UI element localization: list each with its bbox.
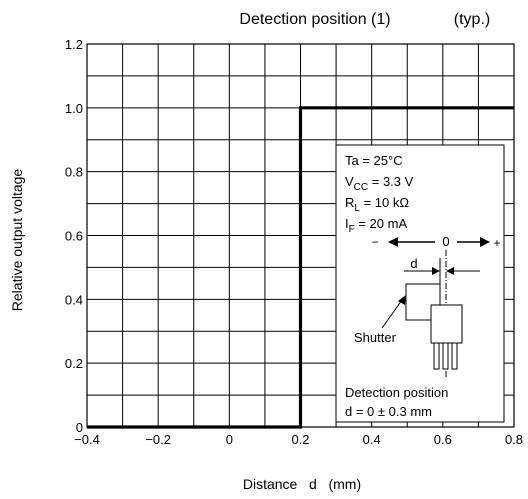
sensor-lead-mid	[442, 342, 449, 370]
x-tick-label: −0.2	[145, 432, 171, 447]
right-arrow-head	[480, 237, 490, 247]
x-tick-label: 0	[226, 432, 233, 447]
d-arrow-left	[432, 267, 440, 275]
y-tick-label: 0.8	[65, 165, 83, 180]
series-line	[87, 106, 514, 429]
ticks: −0.4 −0.2 0 0.2 0.4 0.6 0.8 0 0.2 0.4 0.6 0.8 1.0 1.2	[65, 37, 523, 447]
sensor-lead-right	[451, 342, 458, 370]
minus-sign: −	[371, 235, 378, 249]
condition-if: IF = 20 mA	[345, 216, 407, 235]
y-tick-label: 1.2	[65, 37, 83, 52]
detection-note-line1: Detection position	[345, 385, 448, 400]
shutter-pointer	[381, 299, 403, 329]
zero-label: 0	[442, 234, 449, 249]
d-label: d	[410, 256, 417, 271]
shutter-label: Shutter	[354, 330, 397, 345]
shutter-sketch: Shutter	[354, 283, 463, 370]
condition-rl: RL = 10 kΩ	[345, 195, 409, 214]
y-tick-label: 0.6	[65, 229, 83, 244]
chart-title: Detection position (1)	[239, 11, 390, 28]
y-axis-label: Relative output voltage	[9, 169, 25, 312]
x-tick-label: −0.4	[74, 432, 100, 447]
y-tick-label: 0	[76, 420, 83, 435]
x-tick-label: 0.6	[434, 432, 452, 447]
y-tick-label: 0.2	[65, 356, 83, 371]
y-tick-label: 1.0	[65, 101, 83, 116]
shutter-pointer-head	[398, 295, 406, 305]
x-tick-label: 0.4	[363, 432, 381, 447]
d-arrow-right	[446, 267, 454, 275]
left-arrow-head	[388, 237, 398, 247]
plus-sign: +	[493, 236, 500, 250]
x-tick-label: 0.8	[505, 432, 523, 447]
direction-indicator: − 0 +	[371, 234, 500, 250]
chart-title-note: (typ.)	[454, 11, 490, 28]
series	[87, 106, 514, 429]
y-tick-label: 0.4	[65, 292, 83, 307]
detection-note-line2: d = 0 ± 0.3 mm	[345, 404, 432, 419]
x-tick-label: 0.2	[291, 432, 309, 447]
sensor-body	[430, 304, 463, 344]
x-axis-label: Distance d (mm)	[243, 476, 361, 492]
condition-ta: Ta = 25°C	[345, 153, 403, 168]
sensor-lead-left	[433, 342, 440, 370]
condition-vcc: VCC = 3.3 V	[345, 174, 414, 193]
